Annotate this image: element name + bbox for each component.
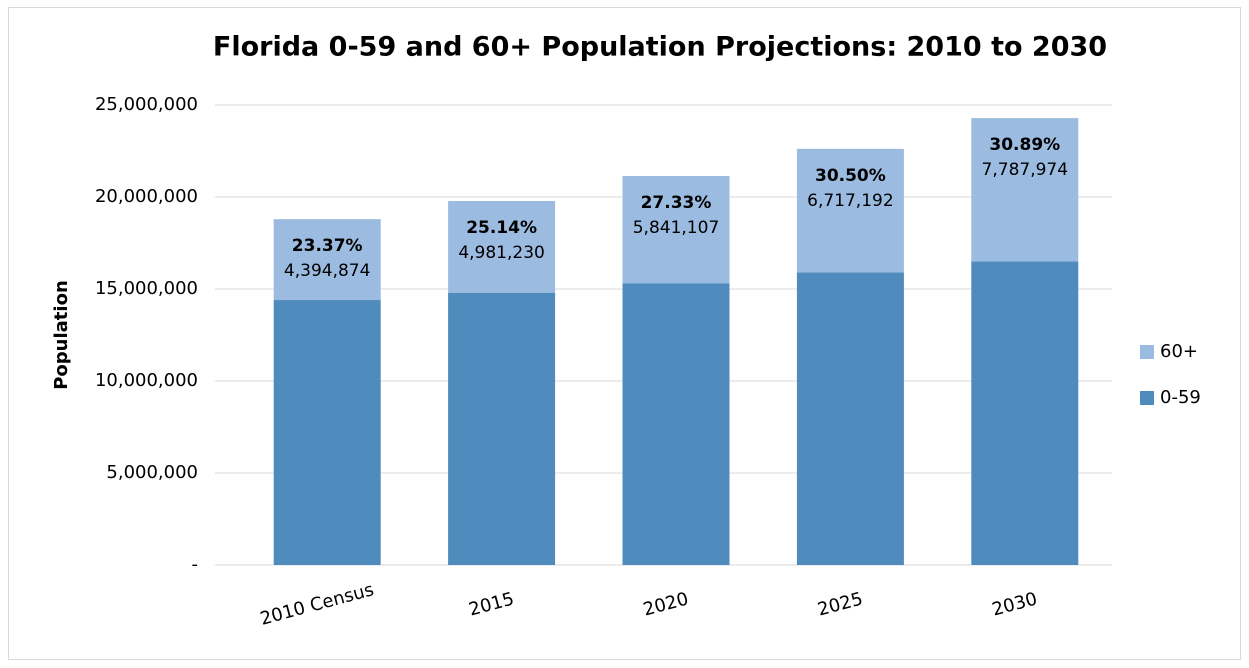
legend-swatch <box>1140 391 1154 405</box>
bar-segment <box>971 261 1079 565</box>
annotation: 27.33% <box>641 193 712 213</box>
bar-segment <box>971 118 1079 262</box>
data-label: 7,787,974 <box>982 160 1069 180</box>
bar-segment <box>273 219 381 301</box>
bar-segment <box>622 176 730 284</box>
legend-label: 60+ <box>1160 341 1198 362</box>
bar-segment <box>622 283 730 565</box>
bar-segment <box>796 272 904 565</box>
data-label: 6,717,192 <box>807 191 894 211</box>
y-tick-label: - <box>192 554 199 575</box>
y-tick-label: 20,000,000 <box>95 186 198 207</box>
bar-segment <box>796 148 904 273</box>
annotation: 30.89% <box>989 135 1060 155</box>
annotation: 30.50% <box>815 166 886 186</box>
y-tick-label: 10,000,000 <box>95 370 198 391</box>
y-tick-label: 25,000,000 <box>95 94 198 115</box>
data-label: 4,981,230 <box>458 243 545 263</box>
annotation: 25.14% <box>466 218 537 238</box>
bar-segment <box>273 300 381 565</box>
y-tick-label: 5,000,000 <box>106 462 198 483</box>
bar-segment <box>448 201 556 293</box>
annotation: 23.37% <box>292 236 363 256</box>
chart-title: Florida 0-59 and 60+ Population Projecti… <box>213 32 1107 63</box>
y-axis-label: Population <box>51 280 72 390</box>
data-label: 4,394,874 <box>284 261 371 281</box>
y-tick-label: 15,000,000 <box>95 278 198 299</box>
legend-label: 0-59 <box>1160 387 1201 408</box>
legend-swatch <box>1140 345 1154 359</box>
data-label: 5,841,107 <box>633 218 720 238</box>
bar-segment <box>448 292 556 565</box>
